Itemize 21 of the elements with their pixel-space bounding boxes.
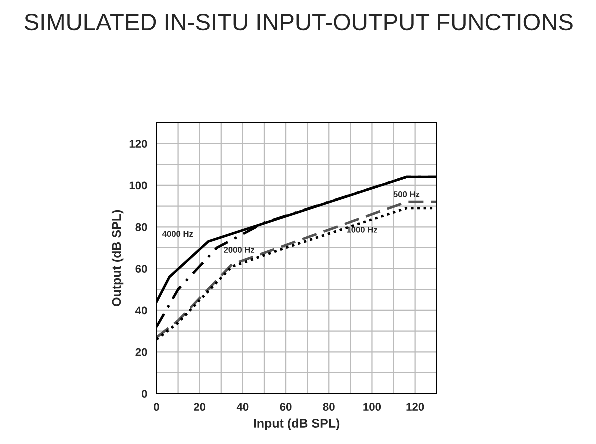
y-tick-label: 0 — [142, 390, 148, 398]
x-axis-title: Input (dB SPL) — [254, 418, 340, 430]
y-tick-label: 40 — [136, 306, 148, 315]
x-tick-label: 0 — [154, 403, 160, 412]
series-label: 4000 Hz — [162, 231, 194, 238]
x-tick-label: 60 — [280, 403, 292, 412]
x-tick-label: 120 — [406, 403, 424, 412]
x-tick-label: 80 — [323, 403, 335, 412]
y-tick-label: 120 — [130, 140, 148, 148]
x-tick-label: 20 — [194, 403, 206, 412]
series-label: 500 Hz — [394, 192, 420, 198]
series-label: 1000 Hz — [347, 226, 378, 233]
y-axis-title: Output (dB SPL) — [112, 210, 124, 306]
y-tick-label: 100 — [130, 182, 148, 190]
y-tick-label: 80 — [136, 223, 148, 232]
y-tick-label: 60 — [136, 265, 148, 273]
series-label: 2000 Hz — [224, 247, 255, 254]
x-tick-label: 100 — [364, 403, 382, 412]
x-tick-label: 40 — [236, 403, 249, 412]
y-tick-label: 20 — [136, 348, 148, 356]
chart-title: SIMULATED IN-SITU INPUT-OUTPUT FUNCTIONS — [24, 14, 573, 31]
